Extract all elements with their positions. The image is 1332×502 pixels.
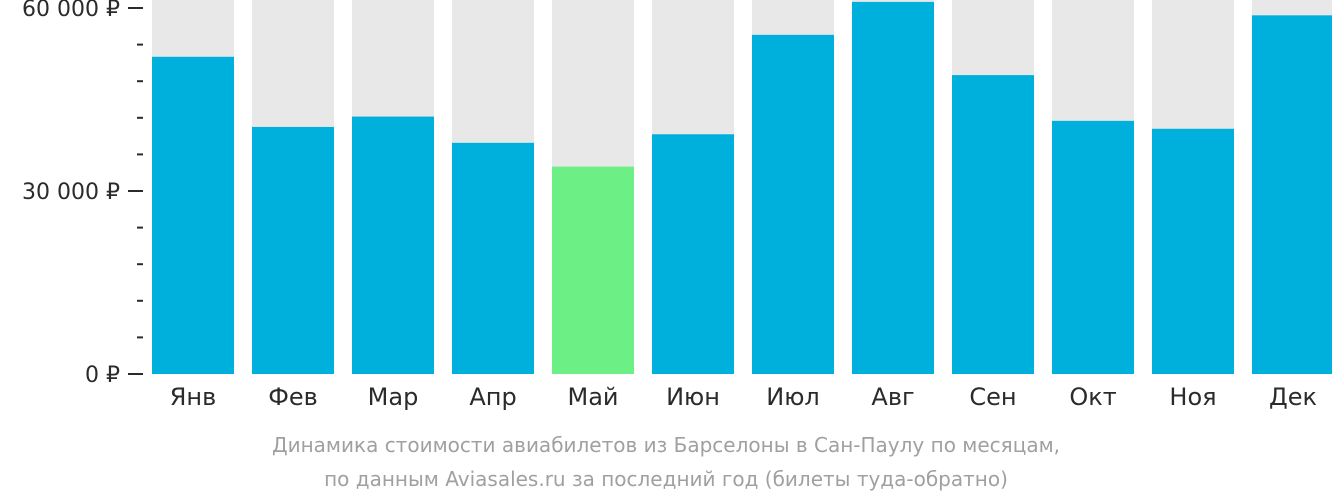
y-tick-label: 0 ₽ xyxy=(85,363,120,388)
bar xyxy=(552,166,634,374)
bar xyxy=(852,1,934,375)
y-tick-label: 30 000 ₽ xyxy=(22,180,120,205)
bar xyxy=(1052,120,1134,374)
bar xyxy=(452,142,534,374)
x-axis-labels: Янв Фев Мар Апр Май Июн Июл Авг Сен Окт Ноя Дек xyxy=(170,383,1317,411)
y-axis: 0 ₽ 30 000 ₽ 60 000 ₽ xyxy=(22,0,143,388)
x-tick-label: Дек xyxy=(1269,383,1317,411)
x-tick-label: Сен xyxy=(969,383,1016,411)
chart-caption-line-2: по данным Aviasales.ru за последний год … xyxy=(324,467,1008,491)
price-bar-chart: 0 ₽ 30 000 ₽ 60 000 ₽ Янв Фев Мар Апр Май Июн Ию… xyxy=(22,0,1332,411)
x-tick-label: Мар xyxy=(368,383,419,411)
bar xyxy=(352,116,434,374)
x-tick-label: Янв xyxy=(170,383,217,411)
x-tick-label: Май xyxy=(567,383,618,411)
x-tick-label: Июн xyxy=(666,383,720,411)
bar xyxy=(752,34,834,375)
x-tick-label: Фев xyxy=(268,383,318,411)
x-tick-label: Ноя xyxy=(1169,383,1216,411)
bar xyxy=(152,56,234,375)
x-tick-label: Авг xyxy=(871,383,914,411)
bars xyxy=(152,1,1332,375)
x-tick-label: Окт xyxy=(1069,383,1116,411)
bar xyxy=(652,134,734,374)
y-tick-label: 60 000 ₽ xyxy=(22,0,120,22)
chart-caption-line-1: Динамика стоимости авиабилетов из Барсел… xyxy=(271,433,1061,457)
x-tick-label: Июл xyxy=(766,383,820,411)
x-tick-label: Апр xyxy=(469,383,516,411)
bar xyxy=(1152,128,1234,374)
bar xyxy=(952,75,1034,374)
bar xyxy=(1252,15,1332,374)
bar xyxy=(252,126,334,374)
